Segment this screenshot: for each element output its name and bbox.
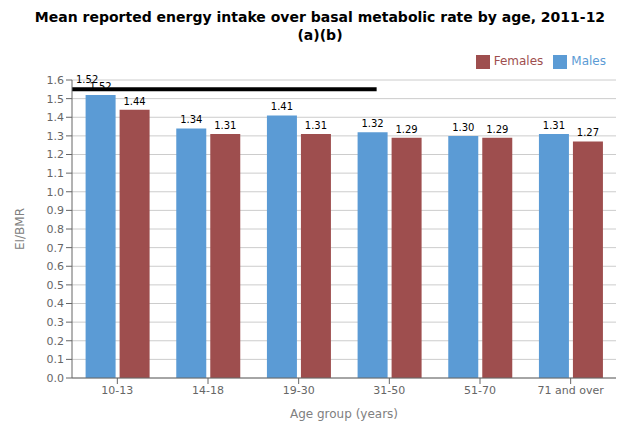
svg-text:1.52: 1.52 — [76, 74, 99, 86]
svg-text:1.4: 1.4 — [47, 111, 65, 124]
svg-text:1.29: 1.29 — [486, 124, 508, 135]
svg-text:71 and over: 71 and over — [538, 384, 605, 397]
svg-text:1.6: 1.6 — [47, 74, 65, 87]
svg-text:1.34: 1.34 — [180, 114, 202, 125]
svg-text:14-18: 14-18 — [192, 384, 224, 397]
svg-text:1.5: 1.5 — [47, 93, 65, 106]
svg-text:1.3: 1.3 — [47, 130, 65, 143]
html-text:Females: Females — [493, 54, 544, 68]
svg-text:51-70: 51-70 — [464, 384, 496, 397]
html-text:Males: Males — [571, 54, 606, 68]
svg-text:0.8: 0.8 — [47, 223, 65, 236]
svg-text:1.0: 1.0 — [47, 186, 65, 199]
svg-text:0.4: 0.4 — [47, 297, 65, 310]
svg-text:1.32: 1.32 — [361, 118, 383, 129]
svg-text:0.7: 0.7 — [47, 242, 65, 255]
svg-text:Age group (years): Age group (years) — [290, 407, 398, 421]
svg-text:1.31: 1.31 — [543, 120, 565, 131]
svg-text:1.30: 1.30 — [452, 122, 474, 133]
svg-text:1.1: 1.1 — [47, 167, 65, 180]
svg-text:1.31: 1.31 — [214, 120, 236, 131]
svg-text:1.31: 1.31 — [305, 120, 327, 131]
html-text:Mean reported energy intake ov: Mean reported energy intake over basal m… — [34, 9, 606, 25]
svg-text:1.27: 1.27 — [577, 127, 599, 138]
svg-text:0.3: 0.3 — [47, 316, 65, 329]
svg-text:0.5: 0.5 — [47, 279, 65, 292]
svg-text:0.2: 0.2 — [47, 335, 65, 348]
svg-text:1.52: 1.52 — [89, 81, 111, 92]
svg-text:0.0: 0.0 — [47, 372, 65, 385]
html-text:(a)(b): (a)(b) — [297, 27, 343, 43]
svg-text:19-30: 19-30 — [283, 384, 315, 397]
svg-text:1.2: 1.2 — [47, 148, 65, 161]
svg-text:1.41: 1.41 — [271, 101, 293, 112]
svg-text:EI/BMR: EI/BMR — [13, 208, 27, 250]
svg-text:0.9: 0.9 — [47, 204, 65, 217]
svg-text:1.44: 1.44 — [123, 96, 145, 107]
svg-text:10-13: 10-13 — [101, 384, 133, 397]
svg-text:31-50: 31-50 — [373, 384, 405, 397]
svg-text:1.29: 1.29 — [395, 124, 417, 135]
svg-text:0.6: 0.6 — [47, 260, 65, 273]
svg-text:0.1: 0.1 — [47, 353, 65, 366]
